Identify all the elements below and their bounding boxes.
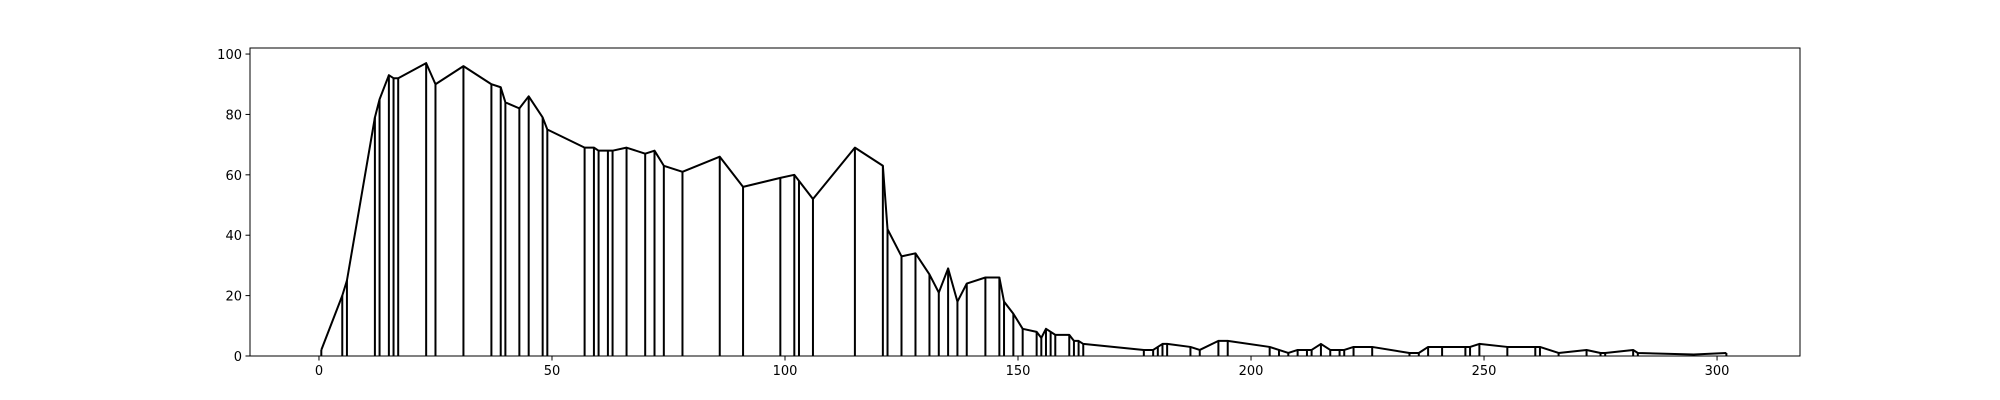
line	[320, 62, 1727, 356]
plot-frame	[249, 47, 1801, 357]
y-tick-label: 40	[225, 229, 242, 244]
x-tick-label: 200	[1239, 364, 1264, 379]
y-tick-label: 80	[225, 108, 242, 123]
y-tick-label: 100	[217, 48, 242, 63]
x-tick-label: 150	[1006, 364, 1031, 379]
x-tick-label: 250	[1472, 364, 1497, 379]
x-tick-label: 100	[773, 364, 798, 379]
x-tick-label: 300	[1705, 364, 1730, 379]
y-tick-label: 60	[225, 169, 242, 184]
y-tick-label: 0	[234, 350, 242, 365]
x-tick-label: 0	[315, 364, 323, 379]
y-tick-label: 20	[225, 290, 242, 305]
x-tick-label: 50	[544, 364, 561, 379]
